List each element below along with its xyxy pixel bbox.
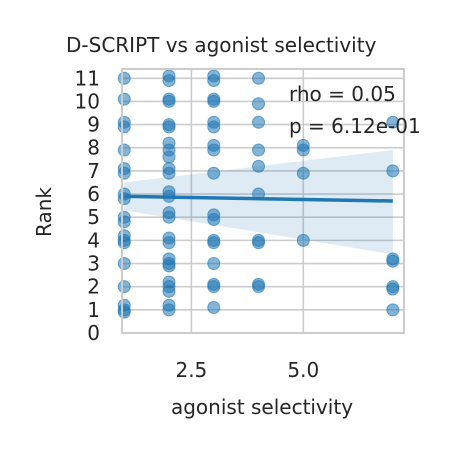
data-point: [207, 236, 221, 250]
y-tick-label: 9: [87, 113, 100, 137]
data-point: [162, 166, 176, 180]
data-point: [162, 74, 176, 88]
y-tick-label: 7: [87, 159, 100, 183]
data-point: [117, 192, 131, 206]
data-point: [162, 259, 176, 273]
data-point: [162, 120, 176, 134]
data-point: [207, 120, 221, 134]
data-point: [207, 257, 221, 271]
confidence-interval: [124, 150, 393, 255]
y-tick-label: 4: [87, 228, 100, 252]
data-point: [117, 236, 131, 250]
x-tick-label: 2.5: [175, 358, 207, 382]
regression-line-group: [124, 194, 393, 203]
y-tick-label: 5: [87, 205, 100, 229]
x-tick-label: 5.0: [287, 358, 319, 382]
y-tick-label: 10: [75, 89, 100, 113]
data-point: [162, 94, 176, 108]
y-tick-label: 0: [87, 321, 100, 345]
data-point: [207, 166, 221, 180]
data-point: [252, 236, 266, 250]
data-point: [117, 71, 131, 85]
data-point: [162, 284, 176, 298]
data-point: [252, 143, 266, 157]
plot-frame: [121, 68, 405, 334]
data-point: [162, 210, 176, 224]
data-point: [162, 303, 176, 317]
y-tick-label: 3: [87, 252, 100, 276]
data-point: [117, 166, 131, 180]
data-point: [296, 166, 310, 180]
data-points: [117, 69, 400, 319]
y-tick-label: 8: [87, 136, 100, 160]
data-point: [296, 233, 310, 247]
data-point: [386, 254, 400, 268]
data-point: [162, 150, 176, 164]
y-axis-label: Rank: [32, 187, 56, 237]
data-point: [207, 301, 221, 315]
regression-line: [124, 194, 393, 203]
x-axis-label: agonist selectivity: [171, 395, 353, 419]
data-point: [117, 257, 131, 271]
x-tick-labels: 2.5 5.0: [175, 358, 319, 382]
data-point: [207, 74, 221, 88]
data-point: [162, 236, 176, 250]
data-point: [117, 280, 131, 294]
p-value-annotation: p = 6.12e-01: [289, 114, 421, 138]
data-point: [117, 143, 131, 157]
data-point: [252, 159, 266, 173]
data-point: [386, 164, 400, 178]
data-point: [252, 71, 266, 85]
data-point: [207, 94, 221, 108]
data-point: [117, 92, 131, 106]
data-point: [386, 303, 400, 317]
confidence-band: [124, 150, 393, 255]
data-point: [252, 97, 266, 111]
data-point: [117, 215, 131, 229]
rho-annotation: rho = 0.05: [289, 82, 396, 106]
data-point: [386, 282, 400, 296]
y-tick-label: 2: [87, 275, 100, 299]
y-tick-label: 1: [87, 298, 100, 322]
y-tick-label: 11: [75, 66, 100, 90]
data-point: [207, 280, 221, 294]
data-point: [207, 213, 221, 227]
data-point: [386, 115, 400, 129]
chart-title: D-SCRIPT vs agonist selectivity: [66, 33, 377, 57]
data-point: [117, 120, 131, 134]
data-point: [296, 143, 310, 157]
y-tick-label: 6: [87, 182, 100, 206]
data-point: [117, 305, 131, 319]
data-point: [252, 115, 266, 129]
data-point: [207, 143, 221, 157]
data-point: [252, 280, 266, 294]
